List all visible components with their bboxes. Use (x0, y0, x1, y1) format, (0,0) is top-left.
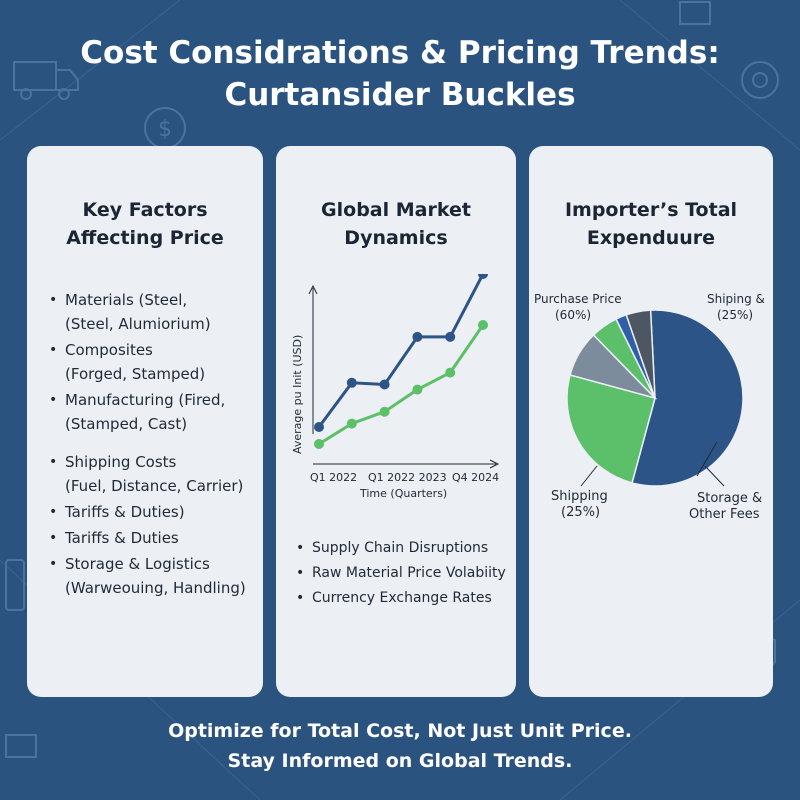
key-factors-title-line1: Key Factors (82, 199, 208, 221)
key-factors-title-line2: Affecting Price (66, 227, 224, 249)
pie-label-shiping: Shiping & (707, 292, 765, 306)
factor-item-sub: (Stamped, Cast) (65, 415, 188, 433)
page-title: Cost Considrations & Pricing Trends: Cur… (0, 32, 800, 116)
line-series-1 (317, 274, 485, 428)
y-axis (308, 284, 318, 434)
x-axis (313, 459, 500, 469)
pie-label-purchase-pct: (60%) (555, 308, 591, 322)
factor-item-sub: (Steel, Alumiorium) (65, 315, 211, 333)
factor-item-main: Manufacturing (Fired, (65, 391, 226, 409)
key-factors-list: Materials (Steel, (Steel, Alumiorium) Co… (47, 288, 262, 602)
line-point (346, 418, 357, 429)
factor-item-main: Materials (Steel, (65, 291, 188, 309)
line-point (379, 406, 390, 417)
factor-item-sub: (Fuel, Distance, Carrier) (65, 477, 244, 495)
line-point (412, 384, 423, 395)
global-market-title: Global Market Dynamics (276, 196, 516, 252)
market-bullet: Raw Material Price Volabiity (294, 561, 514, 585)
line-point (445, 331, 456, 342)
factor-item-tariffs-1: Tariffs & Duties) (47, 500, 262, 524)
x-tick-label: Q4 2024 (452, 471, 499, 484)
pie-leader-line (696, 441, 718, 477)
box-icon (679, 1, 711, 25)
expenditure-title-line2: Expenduure (586, 227, 716, 249)
footer-message: Optimize for Total Cost, Not Just Unit P… (0, 716, 800, 776)
market-dynamics-list: Supply Chain Disruptions Raw Material Pr… (294, 536, 514, 611)
svg-text:$: $ (158, 117, 172, 142)
pie-label-storage: Storage & (697, 491, 762, 506)
pie-leader-line (580, 465, 598, 487)
pie-label-shipping: Shipping (551, 489, 608, 504)
line-point (379, 379, 390, 390)
factor-item-sub: (Forged, Stamped) (65, 365, 206, 383)
x-tick-label: Q1 2022 (310, 471, 357, 484)
line-point (478, 274, 488, 279)
pie-label-storage-fees: Other Fees (689, 507, 760, 522)
factor-item-main: Tariffs & Duties (65, 529, 179, 547)
x-tick-label: Q1 2022 2023 (368, 471, 447, 484)
factor-item-shipping: Shipping Costs (Fuel, Distance, Carrier) (47, 450, 262, 498)
global-market-title-line2: Dynamics (344, 227, 448, 249)
page-title-line2: Curtansider Buckles (224, 77, 576, 113)
line-point (445, 367, 456, 378)
factor-item-storage: Storage & Logistics (Warweouing, Handlin… (47, 552, 262, 600)
expenditure-title: Importer’s Total Expenduure (529, 196, 773, 252)
market-bullet: Supply Chain Disruptions (294, 536, 514, 560)
line-point (412, 331, 423, 342)
expenditure-title-line1: Importer’s Total (564, 199, 738, 221)
market-bullet: Currency Exchange Rates (294, 586, 514, 610)
line-point (314, 439, 324, 449)
factor-item-main: Composites (65, 341, 153, 359)
factor-item-manufacturing: Manufacturing (Fired, (Stamped, Cast) (47, 388, 262, 436)
line-point (314, 422, 324, 432)
pie-label-shipping-pct: (25%) (561, 505, 600, 520)
factor-item-main: Tariffs & Duties) (65, 503, 185, 521)
x-axis-label: Time (Quarters) (359, 487, 447, 500)
pie-label-shiping-pct: (25%) (717, 308, 753, 322)
pie-slice (631, 309, 744, 487)
footer-line1: Optimize for Total Cost, Not Just Unit P… (168, 720, 632, 742)
factor-item-sub: (Warweouing, Handling) (65, 579, 246, 597)
pie-label-purchase: Purchase Price (534, 292, 622, 306)
line-series-2 (318, 324, 485, 446)
factor-item-tariffs-2: Tariffs & Duties (47, 526, 262, 550)
key-factors-title: Key Factors Affecting Price (27, 196, 263, 252)
key-factors-card: Key Factors Affecting Price Materials (S… (27, 146, 263, 697)
factor-item-materials: Materials (Steel, (Steel, Alumiorium) (47, 288, 262, 336)
line-point (346, 377, 357, 388)
pie-slice (566, 374, 656, 484)
footer-line2: Stay Informed on Global Trends. (227, 750, 573, 772)
price-trend-line-chart: Average pu Init (USD) Q1 2022 Q1 2022 20… (291, 274, 500, 500)
phone-icon (5, 559, 25, 611)
factor-item-main: Shipping Costs (65, 453, 177, 471)
factor-item-main: Storage & Logistics (65, 555, 210, 573)
y-axis-label: Average pu Init (USD) (291, 335, 304, 454)
factor-item-composites: Composites (Forged, Stamped) (47, 338, 262, 386)
global-market-card: Global Market Dynamics Average pu Init (… (276, 146, 516, 697)
global-market-title-line1: Global Market (321, 199, 471, 221)
expenditure-pie-chart: Purchase Price (60%) Shiping & (25%) Shi… (534, 292, 765, 522)
page-title-line1: Cost Considrations & Pricing Trends: (80, 35, 720, 71)
pie-slice (625, 309, 656, 399)
expenditure-card: Importer’s Total Expenduure Purchase Pri… (529, 146, 773, 697)
pie-leader-line (704, 465, 725, 487)
line-point (478, 320, 488, 330)
